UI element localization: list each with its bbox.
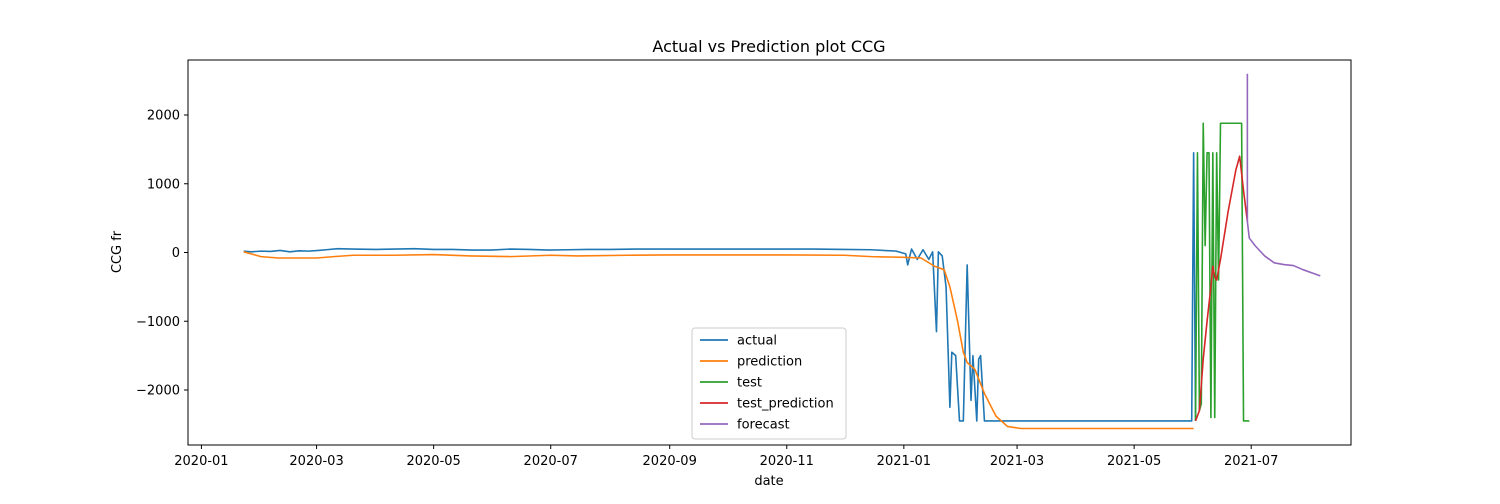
x-tick-label: 2020-11 <box>760 454 814 469</box>
y-tick-label: −2000 <box>136 384 180 399</box>
y-axis: −2000 −1000 0 1000 2000 <box>136 109 188 399</box>
x-tick-label: 2020-07 <box>524 454 578 469</box>
series-line-forecast <box>1246 73 1321 277</box>
legend-label-test_prediction: test_prediction <box>737 397 834 412</box>
y-axis-label: CCG fr <box>110 230 125 273</box>
y-tick-label: 2000 <box>147 109 180 124</box>
x-tick-label: 2020-09 <box>643 454 697 469</box>
x-tick-label: 2021-01 <box>877 454 931 469</box>
y-tick-label: 0 <box>172 246 180 261</box>
x-tick-label: 2020-01 <box>174 454 228 469</box>
x-axis: 2020-01 2020-03 2020-05 2020-07 2020-09 2020-… <box>174 445 1278 469</box>
series-line-test <box>1194 122 1250 422</box>
x-tick-label: 2021-07 <box>1224 454 1278 469</box>
x-axis-label: date <box>754 474 783 489</box>
legend-box <box>691 327 847 440</box>
x-tick-label: 2020-05 <box>406 454 460 469</box>
plot-area <box>243 73 1321 430</box>
y-tick-label: 1000 <box>147 177 180 192</box>
x-tick-label: 2021-05 <box>1107 454 1161 469</box>
series-line-actual <box>243 152 1197 422</box>
series-line-prediction <box>243 251 1194 430</box>
legend-label-forecast: forecast <box>737 418 790 433</box>
legend-label-actual: actual <box>737 334 777 349</box>
legend: actual prediction test test_predictionforec… <box>691 327 847 440</box>
x-tick-label: 2021-03 <box>990 454 1044 469</box>
x-tick-label: 2020-03 <box>289 454 343 469</box>
legend-label-prediction: prediction <box>737 355 802 370</box>
series-line-test_prediction <box>1194 155 1249 422</box>
chart-title: Actual vs Prediction plot CCG <box>652 37 885 56</box>
y-tick-label: −1000 <box>136 315 180 330</box>
legend-label-test: test <box>737 376 762 391</box>
